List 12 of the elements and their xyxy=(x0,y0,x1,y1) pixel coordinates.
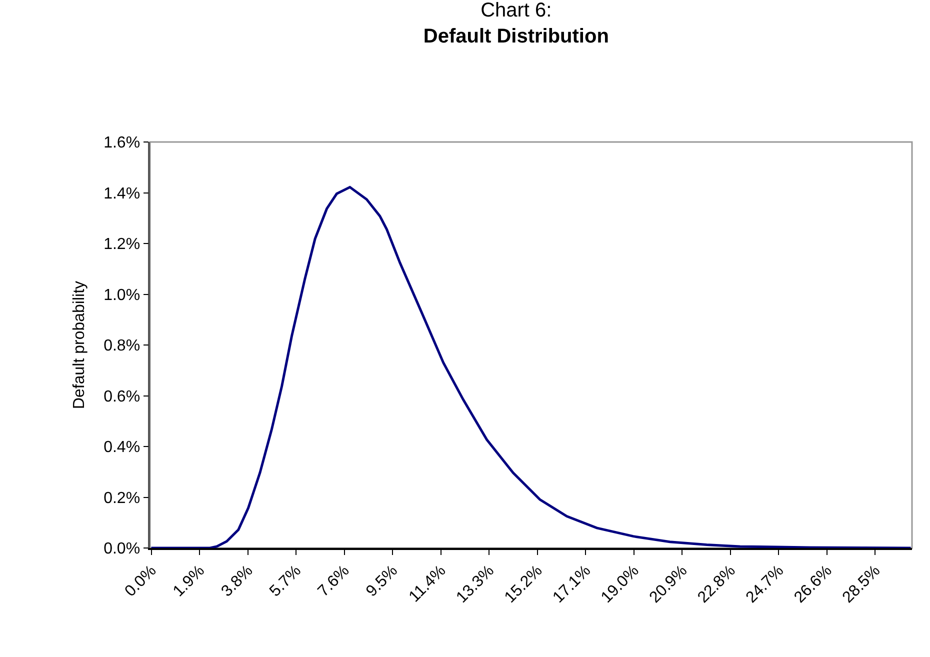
y-tick-label: 0.8% xyxy=(104,338,140,355)
chart-title: Chart 6: xyxy=(480,0,552,22)
chart-subtitle: Default Distribution xyxy=(423,25,609,48)
y-tick-label: 0.0% xyxy=(104,540,140,558)
y-tick-label: 1.4% xyxy=(104,185,140,202)
y-tick-label: 1.0% xyxy=(104,286,140,304)
y-axis-title: Default probability xyxy=(70,280,88,410)
y-tick-label: 0.2% xyxy=(104,490,140,507)
y-tick-label: 1.2% xyxy=(104,236,140,254)
y-tick-label: 1.6% xyxy=(104,134,140,152)
y-tick-label: 0.4% xyxy=(104,439,140,456)
y-tick-label: 0.6% xyxy=(104,388,140,406)
